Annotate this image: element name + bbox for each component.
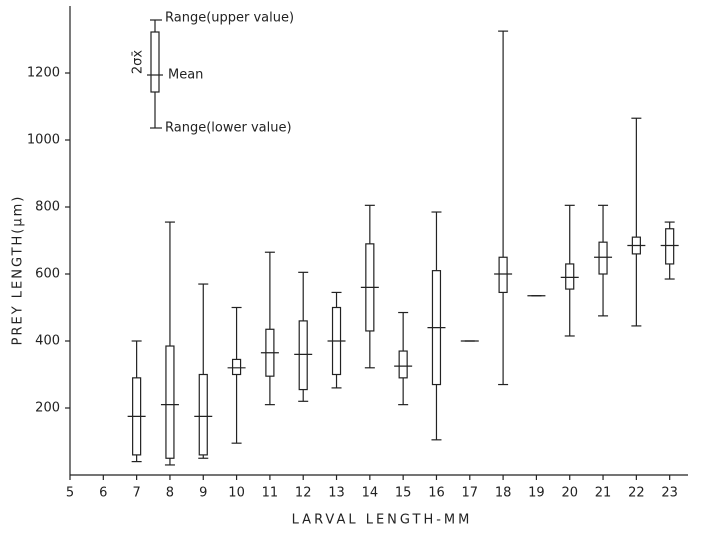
y-tick-label: 600 (35, 267, 60, 282)
annotation: Range(upper value) (165, 11, 294, 26)
box (398, 350, 408, 379)
annotation: 2σx̄ (131, 50, 146, 75)
box (598, 241, 608, 275)
x-tick-label: 19 (528, 486, 545, 501)
box (198, 373, 208, 456)
y-tick-label: 800 (35, 200, 60, 215)
x-tick-label: 14 (362, 486, 379, 501)
legend-glyph (147, 19, 163, 129)
y-tick-label: 1200 (27, 66, 60, 81)
x-tick-label: 20 (561, 486, 578, 501)
x-tick-label: 23 (661, 486, 678, 501)
x-tick-label: 15 (395, 486, 412, 501)
x-tick-label: 10 (228, 486, 245, 501)
x-tick-label: 17 (462, 486, 479, 501)
x-tick-label: 18 (495, 486, 512, 501)
x-tick-label: 8 (166, 486, 174, 501)
x-tick-label: 6 (99, 486, 107, 501)
x-tick-label: 5 (66, 486, 74, 501)
y-tick-label: 1000 (27, 133, 60, 148)
x-tick-label: 7 (132, 486, 140, 501)
annotation: Range(lower value) (165, 121, 292, 136)
x-tick-label: 13 (328, 486, 345, 501)
x-tick-label: 16 (428, 486, 445, 501)
box (298, 320, 308, 391)
box (231, 358, 242, 376)
x-tick-label: 21 (595, 486, 612, 501)
x-tick-label: 11 (262, 486, 279, 501)
y-axis-label: PREY LENGTH(μm) (11, 195, 26, 346)
x-axis-label: LARVAL LENGTH-MM (292, 513, 473, 528)
x-tick-label: 12 (295, 486, 312, 501)
box (498, 256, 508, 294)
y-tick-label: 200 (35, 401, 60, 416)
y-tick-label: 400 (35, 334, 60, 349)
annotation: Mean (168, 68, 203, 83)
box (565, 263, 575, 290)
box (165, 345, 175, 459)
x-tick-label: 9 (199, 486, 207, 501)
box (665, 228, 675, 265)
x-tick-label: 22 (628, 486, 645, 501)
